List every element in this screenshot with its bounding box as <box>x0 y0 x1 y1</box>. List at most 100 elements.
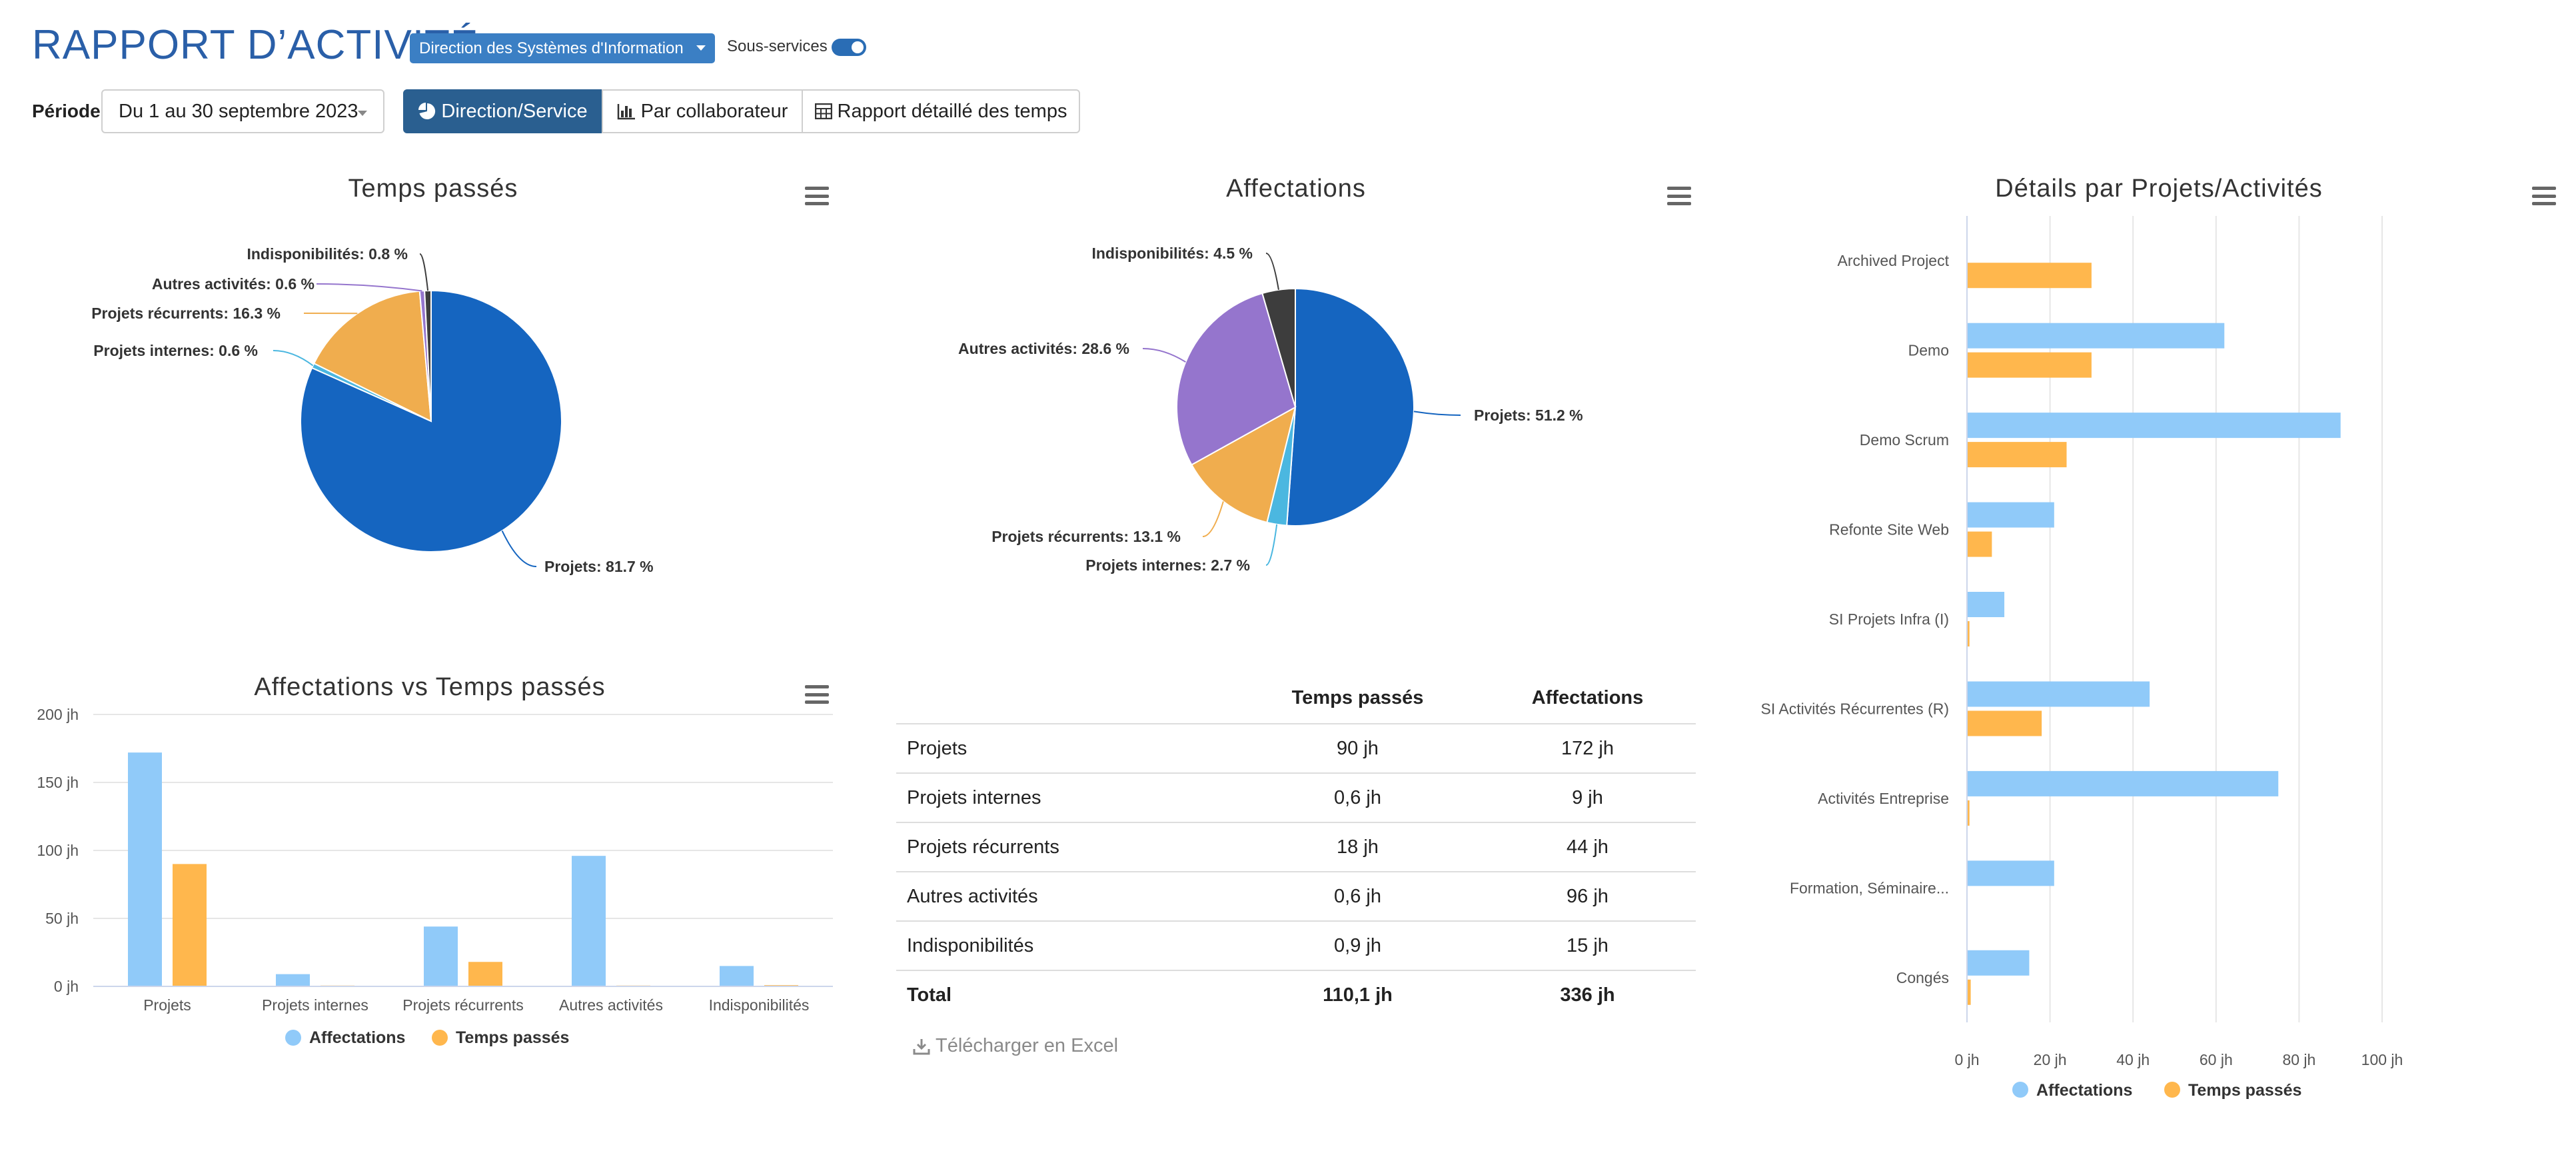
tab-direction-service[interactable]: Direction/Service <box>403 89 603 133</box>
table-header-temps-passes: Temps passés <box>1236 673 1479 724</box>
table-cell: 96 jh <box>1479 872 1696 922</box>
bar-temps-passes-refonte-site-web <box>1967 531 1992 557</box>
table-total-row: Total 110,1 jh 336 jh <box>896 970 1696 1020</box>
subservices-label: Sous-services <box>727 37 828 55</box>
pie-label-indisponibilites: Indisponibilités: 0.8 % <box>247 245 408 263</box>
legend-label-affectations: Affectations <box>2036 1081 2132 1100</box>
y-tick-label: 50 jh <box>45 910 79 927</box>
bar-temps-passes-projets-recurrents <box>468 962 502 986</box>
download-excel-link[interactable]: Télécharger en Excel <box>913 1035 1118 1057</box>
y-category-label: Archived Project <box>1838 252 1950 269</box>
bar-temps-passes-archived-project <box>1967 263 2092 289</box>
table-icon <box>814 103 832 119</box>
x-tick-label: Projets <box>143 996 191 1014</box>
y-category-label: Demo Scrum <box>1860 431 1949 449</box>
bar-temps-passes-demo-scrum <box>1967 442 2067 468</box>
x-tick-label: 20 jh <box>2034 1051 2067 1068</box>
y-category-label: Refonte Site Web <box>1829 521 1949 539</box>
bar-temps-passes-si-projets-infra-i <box>1967 621 1970 646</box>
y-category-label: SI Projets Infra (I) <box>1829 610 1949 628</box>
tab-par-collaborateur-label: Par collaborateur <box>640 100 788 122</box>
department-select[interactable]: Direction des Systèmes d'Information <box>410 33 715 63</box>
table-row: Indisponibilités 0,9 jh 15 jh <box>896 921 1696 971</box>
pie-connector-projets-internes <box>1265 524 1278 566</box>
bar-temps-passes-demo <box>1967 352 2092 378</box>
table-row: Projets 90 jh 172 jh <box>896 724 1696 774</box>
y-category-label: Demo <box>1908 342 1949 359</box>
bar-temps-passes-projets <box>173 864 207 986</box>
pie-slice-indisponibilites <box>1261 287 1296 408</box>
period-label: Période <box>32 101 101 121</box>
x-tick-label: 60 jh <box>2200 1051 2233 1068</box>
bar-temps-passes-activites-entreprise <box>1967 800 1970 826</box>
legend-marker-temps-passes <box>2164 1082 2180 1098</box>
y-tick-label: 100 jh <box>37 842 79 859</box>
pie-slice-autres-activites <box>1176 292 1297 466</box>
bar-affectations-conges <box>1967 950 2030 976</box>
bar-affectations-indisponibilites <box>720 966 754 986</box>
pie-label-projets-recurrents: Projets récurrents: 13.1 % <box>991 528 1181 545</box>
table-cell: Total <box>907 984 952 1006</box>
subservices-toggle[interactable] <box>832 39 866 56</box>
download-icon <box>913 1038 930 1055</box>
chart-menu-icon[interactable] <box>2532 187 2556 205</box>
y-category-label: Congés <box>1896 969 1949 986</box>
pie-chart-icon <box>418 103 436 120</box>
x-tick-label: 40 jh <box>2116 1051 2150 1068</box>
pie-chart-temps-passes: Projets: 81.7 % Projets internes: 0.6 % Pr… <box>91 245 654 575</box>
table-cell: 0,9 jh <box>1236 921 1479 971</box>
tab-direction-service-label: Direction/Service <box>441 100 588 122</box>
chart-menu-icon[interactable] <box>805 187 829 205</box>
table-cell: 0,6 jh <box>1236 773 1479 823</box>
pie-label-autres-activites: Autres activités: 28.6 % <box>958 340 1129 357</box>
tab-par-collaborateur[interactable]: Par collaborateur <box>602 89 803 133</box>
x-tick-label: Projets récurrents <box>402 996 524 1014</box>
pie-connector-autres-activites <box>1142 348 1186 363</box>
caret-down-icon <box>358 111 367 116</box>
table-row: Projets internes 0,6 jh 9 jh <box>896 773 1696 823</box>
x-tick-label: 100 jh <box>2361 1051 2403 1068</box>
legend-marker-affectations <box>285 1030 301 1046</box>
period-select[interactable]: Du 1 au 30 septembre 2023 <box>101 89 384 133</box>
chart-title-affectations: Affectations <box>1226 175 1366 203</box>
table-cell: 172 jh <box>1479 724 1696 774</box>
bar-affectations-activites-entreprise <box>1967 770 2279 796</box>
pie-label-autres-activites: Autres activités: 0.6 % <box>152 275 315 293</box>
tab-rapport-detaille[interactable]: Rapport détaillé des temps <box>802 89 1080 133</box>
table-header-row: Temps passés Affectations <box>896 673 1696 724</box>
table-cell: 18 jh <box>1236 822 1479 872</box>
tab-rapport-detaille-label: Rapport détaillé des temps <box>837 100 1067 122</box>
chart-title-details-projets: Détails par Projets/Activités <box>1995 175 2323 203</box>
legend-marker-affectations <box>2012 1082 2028 1098</box>
period-select-value: Du 1 au 30 septembre 2023 <box>119 100 358 122</box>
legend-label-affectations: Affectations <box>309 1028 405 1047</box>
pie-slice-projets <box>300 289 562 553</box>
bar-affectations-projets <box>128 752 162 986</box>
x-tick-label: Indisponibilités <box>709 996 810 1014</box>
y-tick-label: 200 jh <box>37 706 79 723</box>
pie-label-projets: Projets: 81.7 % <box>544 558 654 575</box>
page-title: RAPPORT D’ACTIVITÉ <box>32 22 479 68</box>
bar-chart-affectations-vs-temps: 0 jh 50 jh 100 jh 150 jh 200 jh Projets Projet… <box>37 706 833 1047</box>
chart-title-affectations-vs-temps: Affectations vs Temps passés <box>254 673 606 701</box>
pie-connector-projets <box>501 531 537 567</box>
bar-affectations-formation-seminaire <box>1967 860 2054 886</box>
chart-menu-icon[interactable] <box>1667 187 1691 205</box>
table-header-affectations: Affectations <box>1479 673 1696 724</box>
table-cell: 336 jh <box>1560 984 1615 1006</box>
y-category-label: Formation, Séminaire... <box>1790 879 1949 896</box>
caret-down-icon <box>696 45 706 51</box>
bar-chart-details-projets: 0 jh 20 jh 40 jh 60 jh 80 jh 100 jh Archived P… <box>1761 216 2403 1100</box>
chart-menu-icon[interactable] <box>805 685 829 704</box>
pie-chart-affectations: Projets: 51.2 % Projets internes: 2.7 % Pr… <box>958 245 1583 574</box>
bar-affectations-refonte-site-web <box>1967 502 2054 528</box>
chart-title-temps-passes: Temps passés <box>348 175 518 203</box>
table-cell: Autres activités <box>896 872 1236 922</box>
table-cell: Projets <box>896 724 1236 774</box>
bar-affectations-autres-activites <box>572 856 606 986</box>
pie-label-projets-internes: Projets internes: 2.7 % <box>1085 557 1250 574</box>
bar-affectations-si-projets-infra-i <box>1967 592 2005 617</box>
y-tick-label: 0 jh <box>54 978 79 995</box>
y-category-label: SI Activités Récurrentes (R) <box>1761 700 1949 717</box>
pie-connector-projets-internes <box>273 350 314 367</box>
